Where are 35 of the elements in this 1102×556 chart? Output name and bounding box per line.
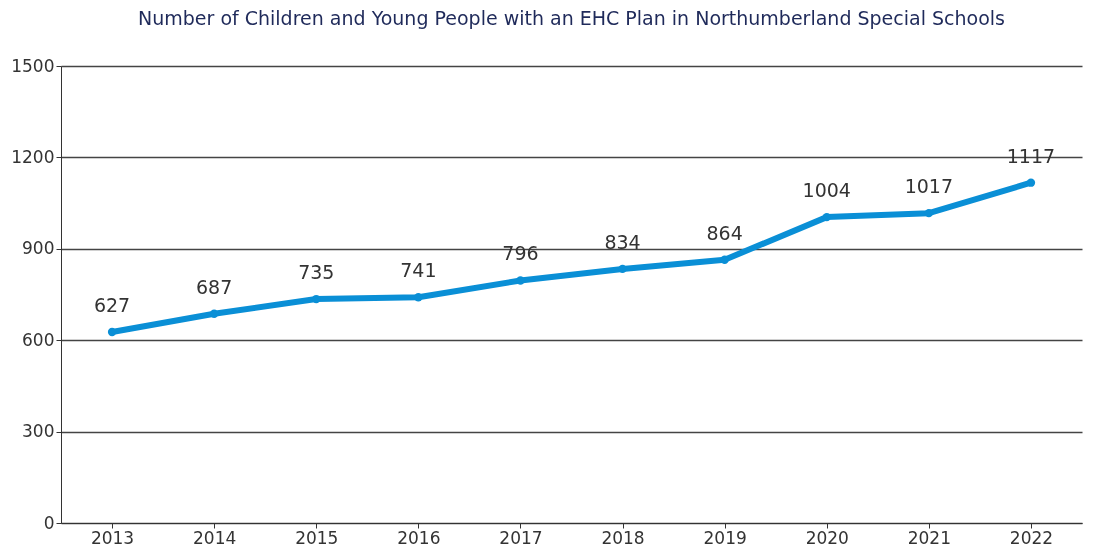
point [414, 293, 423, 302]
data-label: 1004 [802, 179, 851, 202]
data-label: 627 [93, 293, 131, 316]
y-tick-label: 1500 [11, 55, 55, 76]
point [1026, 178, 1036, 187]
data-label: 741 [400, 259, 437, 282]
y-tick-label: 300 [22, 421, 55, 442]
data-label: 864 [706, 221, 743, 244]
x-tick-label: 2019 [703, 527, 747, 548]
point [720, 255, 729, 264]
y-tick-label: 0 [43, 512, 55, 533]
data-label: 687 [196, 275, 233, 298]
y-tick-label: 900 [22, 238, 55, 259]
x-tick-label: 2015 [295, 527, 339, 548]
x-tick-label: 2013 [90, 527, 135, 548]
x-tick-label: 2022 [1009, 527, 1054, 548]
x-tick-label: 2014 [193, 527, 237, 548]
point [618, 264, 627, 274]
x-tick-label: 2021 [907, 527, 951, 548]
data-label: 1017 [904, 175, 954, 198]
x-tick-label: 2016 [397, 527, 441, 548]
x-tick-label: 2018 [601, 527, 645, 548]
x-tick-label: 2017 [499, 527, 543, 548]
data-label: 735 [298, 261, 335, 284]
point [107, 327, 117, 337]
x-tick-label: 2020 [805, 527, 849, 548]
point [924, 208, 934, 218]
point [822, 212, 831, 222]
point [516, 276, 525, 285]
data-label: 834 [604, 230, 641, 253]
chart-title: Number of Children and Young People with an EHC Plan in Northumberland Special Schools [138, 7, 1005, 29]
point [209, 309, 219, 318]
y-tick-label: 1200 [11, 146, 55, 167]
y-tick-label: 600 [22, 329, 55, 350]
point [312, 294, 321, 304]
